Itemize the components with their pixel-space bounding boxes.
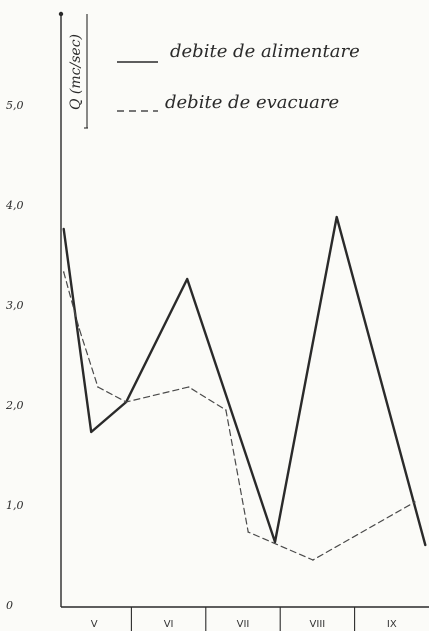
data-point (335, 216, 338, 218)
data-point (186, 278, 188, 280)
chart-axes (58, 11, 429, 631)
data-point (245, 456, 248, 458)
y-tick-label: 4,0 (5, 199, 24, 212)
data-point (312, 559, 314, 561)
data-point (187, 386, 190, 388)
data-point (125, 401, 127, 403)
y-tick-label: 1,0 (6, 499, 24, 512)
data-point (62, 228, 65, 230)
x-category-label: VIII (310, 619, 326, 630)
data-point (225, 409, 227, 411)
data-point (78, 328, 81, 330)
x-category-label: VII (237, 619, 250, 630)
series-line-alimentare (62, 215, 427, 547)
data-point (274, 541, 276, 543)
y-tick-label: 2,0 (5, 399, 24, 412)
y-tick-label: 3,0 (6, 299, 24, 312)
data-point (97, 386, 99, 388)
legend-label-alimentare: debite de alimentare (170, 41, 360, 62)
chart-series (62, 215, 427, 561)
data-point (90, 431, 93, 433)
legend: debite de alimentare debite de evacuare (117, 41, 360, 113)
legend-label-evacuare: debite de evacuare (165, 92, 339, 113)
data-point (62, 271, 65, 273)
x-category-label: IX (387, 619, 397, 630)
x-category-label: V (91, 619, 98, 630)
data-point (414, 501, 416, 503)
x-category-label: VI (164, 619, 174, 630)
y-tick-label: 5,0 (6, 99, 24, 112)
y-tick-labels: 0 1,0 2,0 3,0 4,0 5,0 (5, 99, 24, 612)
data-point (247, 531, 250, 533)
y-axis-tip (58, 11, 64, 17)
data-point (424, 544, 427, 546)
y-axis-label: Q (mc/sec) (68, 34, 84, 110)
x-category-labels: V VI VII VIII IX (91, 619, 397, 630)
y-tick-label: 0 (6, 599, 13, 612)
